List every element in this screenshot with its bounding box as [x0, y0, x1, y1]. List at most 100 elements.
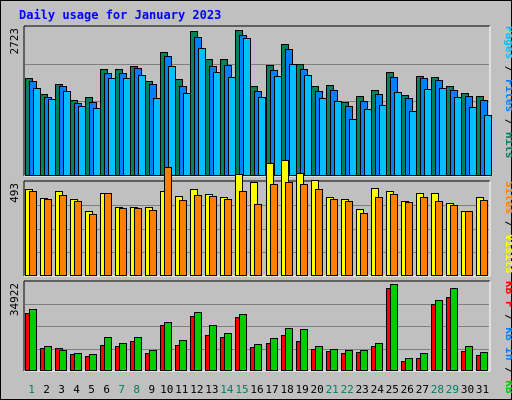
bar-pages-day-21 — [334, 101, 342, 176]
y-max-label: 2723 — [8, 28, 21, 55]
legend-entry: / — [503, 308, 512, 328]
legend-label: KB F / KB In / KB Out — [503, 281, 512, 400]
bar-sites-day-22 — [345, 201, 353, 276]
x-tick-label-3: 3 — [58, 383, 65, 396]
bar-sites-day-28 — [435, 201, 443, 276]
bar-kb-out-day-26 — [405, 358, 413, 371]
x-tick-label-8: 8 — [133, 383, 140, 396]
legend-label: Sites / Visits — [503, 181, 512, 274]
bar-kb-out-day-30 — [465, 346, 473, 371]
bar-kb-out-day-13 — [209, 325, 217, 371]
x-tick-label-7: 7 — [118, 383, 125, 396]
bar-pages-day-29 — [454, 97, 462, 176]
bar-sites-day-12 — [194, 195, 202, 276]
x-axis-labels: 1 2 3 4 5 6 7 8 9 10 11 12 13 14 15 16 17 18 19 20 21 22 23 24 2… — [28, 383, 489, 396]
bar-sites-day-30 — [465, 211, 473, 276]
x-tick-label-26: 26 — [401, 383, 414, 396]
bar-pages-day-18 — [289, 64, 297, 176]
bar-kb-out-day-11 — [179, 340, 187, 371]
bar-kb-out-day-12 — [194, 312, 202, 371]
x-tick-label-9: 9 — [148, 383, 155, 396]
bar-pages-day-15 — [243, 38, 251, 176]
bar-kb-out-day-27 — [420, 353, 428, 371]
x-tick-label-28: 28 — [431, 383, 444, 396]
bar-kb-out-day-6 — [104, 337, 112, 371]
bar-pages-day-12 — [198, 48, 206, 176]
bar-pages-day-5 — [93, 108, 101, 176]
bar-kb-out-day-23 — [360, 350, 368, 371]
bar-sites-day-9 — [149, 210, 157, 276]
bar-kb-out-day-1 — [29, 309, 37, 371]
x-tick-label-4: 4 — [73, 383, 80, 396]
legend-label: Pages / Files / Hits — [503, 26, 512, 159]
legend-entry: / — [503, 59, 512, 79]
bar-kb-out-day-17 — [270, 338, 278, 371]
bar-kb-out-day-28 — [435, 300, 443, 371]
x-tick-label-20: 20 — [310, 383, 323, 396]
bar-sites-day-27 — [420, 197, 428, 276]
bar-sites-day-21 — [330, 199, 338, 276]
bar-sites-day-2 — [44, 199, 52, 276]
bar-pages-day-3 — [63, 91, 71, 176]
legend-entry: KB Out — [503, 380, 512, 400]
x-tick-label-15: 15 — [235, 383, 248, 396]
y-max-label: 493 — [8, 183, 21, 203]
bar-pages-day-14 — [228, 77, 236, 176]
x-tick-label-17: 17 — [265, 383, 278, 396]
panel-visits-sites: 493 Sites / Visits — [8, 160, 512, 277]
panel-hits-files-pages: 2723 Pages / Files / Hits — [8, 25, 512, 177]
legend-entry: Hits — [503, 132, 512, 159]
legend-entry: Visits — [503, 234, 512, 274]
x-tick-label-6: 6 — [103, 383, 110, 396]
bar-kb-out-day-24 — [375, 343, 383, 371]
bar-sites-day-1 — [29, 191, 37, 276]
x-tick-label-25: 25 — [386, 383, 399, 396]
x-tick-label-31: 31 — [476, 383, 489, 396]
x-tick-label-24: 24 — [371, 383, 385, 396]
bar-kb-out-day-16 — [254, 344, 262, 371]
bar-pages-day-27 — [424, 89, 432, 176]
bar-kb-out-day-5 — [89, 354, 97, 371]
bar-sites-day-11 — [179, 200, 187, 276]
bar-pages-day-9 — [153, 98, 161, 176]
x-tick-label-10: 10 — [160, 383, 173, 396]
panel-kb-in-out: 34 9 22 KB F / KB In / KB Out — [8, 280, 512, 400]
bar-kb-out-day-18 — [285, 328, 293, 371]
legend-entry: Files — [503, 79, 512, 112]
bar-pages-day-8 — [138, 75, 146, 176]
legend-entry: Sites — [503, 181, 512, 214]
x-tick-label-18: 18 — [280, 383, 293, 396]
bar-kb-out-day-22 — [345, 350, 353, 371]
bar-pages-day-2 — [48, 99, 56, 176]
legend-entry: KB F — [503, 281, 512, 308]
bar-sites-day-31 — [480, 200, 488, 276]
x-tick-label-2: 2 — [43, 383, 50, 396]
x-tick-label-29: 29 — [446, 383, 459, 396]
bar-sites-day-23 — [360, 213, 368, 276]
legend-entry: / — [503, 112, 512, 132]
x-tick-label-12: 12 — [190, 383, 203, 396]
bar-pages-day-7 — [123, 78, 131, 176]
bar-pages-day-6 — [108, 78, 116, 176]
bar-kb-out-day-9 — [149, 350, 157, 371]
bar-pages-day-1 — [33, 88, 41, 176]
x-tick-label-11: 11 — [175, 383, 188, 396]
x-tick-label-16: 16 — [250, 383, 263, 396]
bar-sites-day-14 — [224, 199, 232, 276]
x-tick-label-22: 22 — [341, 383, 354, 396]
x-tick-label-30: 30 — [461, 383, 474, 396]
bar-kb-out-day-10 — [164, 322, 172, 371]
bar-kb-out-day-21 — [330, 349, 338, 371]
bar-sites-day-8 — [134, 208, 142, 276]
bar-sites-day-7 — [119, 208, 127, 276]
chart-title: Daily usage for January 2023 — [19, 8, 221, 22]
bar-sites-day-26 — [405, 202, 413, 276]
bar-kb-out-day-25 — [390, 284, 398, 371]
bar-pages-day-25 — [394, 92, 402, 176]
x-tick-label-13: 13 — [205, 383, 218, 396]
bar-pages-day-30 — [469, 107, 477, 176]
bar-pages-day-31 — [484, 115, 492, 176]
